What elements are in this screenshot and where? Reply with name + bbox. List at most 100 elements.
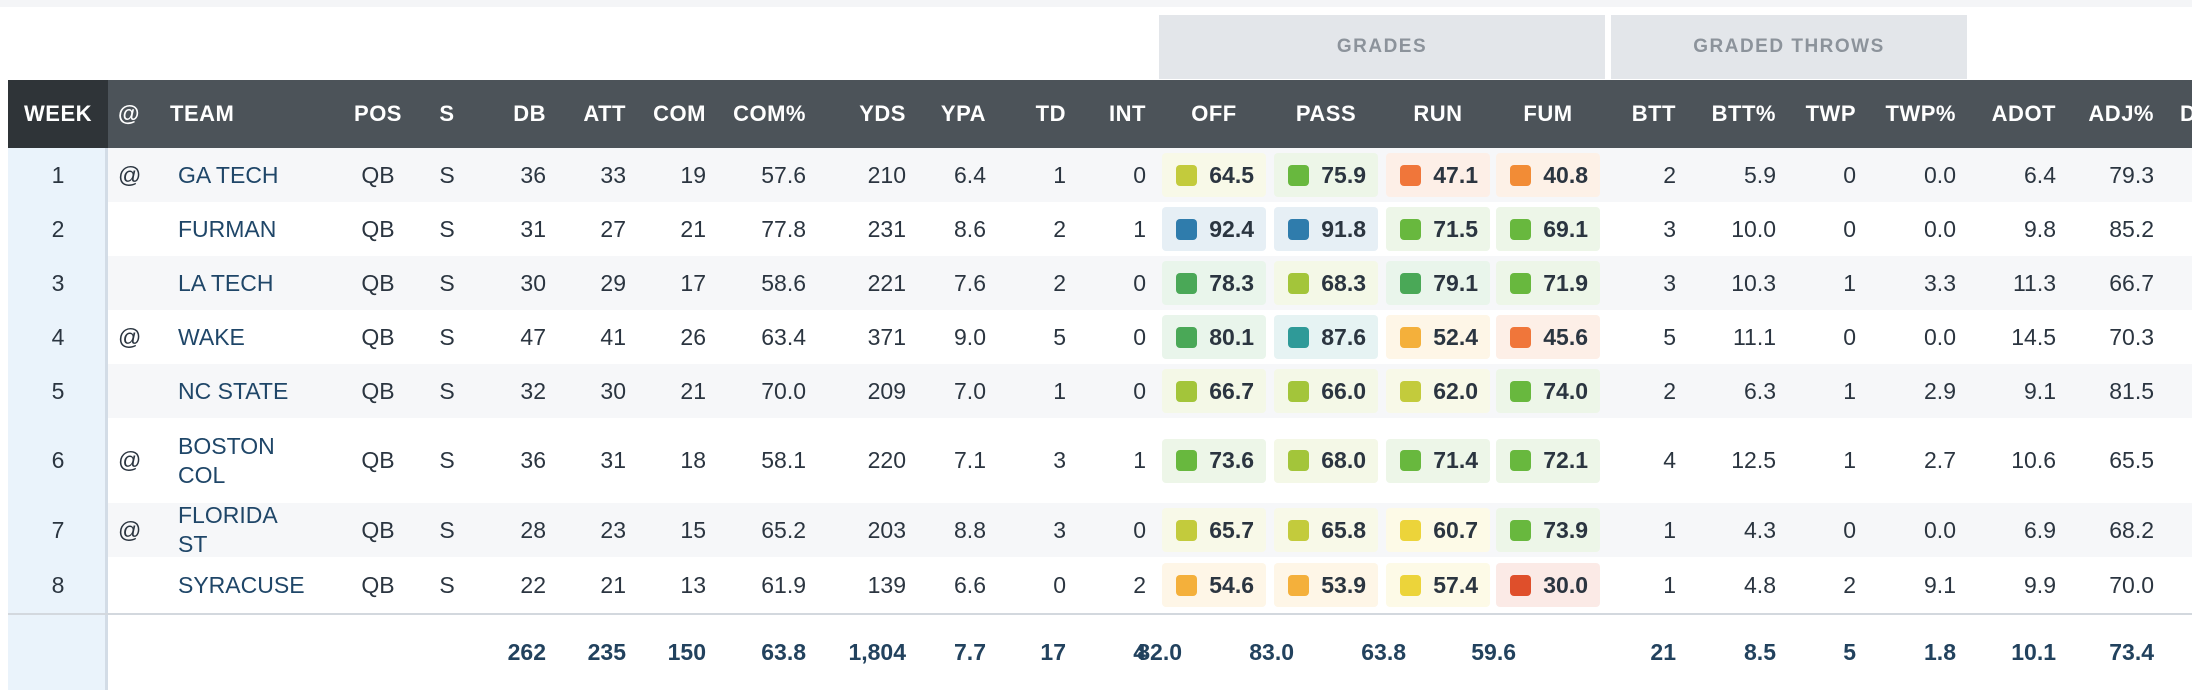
- stat-db: 47: [520, 323, 546, 350]
- week-cell: 3: [51, 269, 65, 296]
- team-link[interactable]: SYRACUSE: [178, 571, 305, 598]
- team-link[interactable]: FLORIDA ST: [178, 502, 277, 557]
- col-header-att[interactable]: ATT: [583, 101, 626, 126]
- stat-bttp: 4.3: [1744, 516, 1776, 543]
- col-header-team[interactable]: TEAM: [170, 101, 235, 126]
- stat-comp: 77.8: [761, 215, 806, 242]
- table-row[interactable]: [108, 503, 2192, 557]
- stat-bttp: 11.1: [1732, 323, 1776, 350]
- stat-adj: 65.5: [2109, 447, 2154, 473]
- col-header-adj-pct[interactable]: ADJ%: [2088, 101, 2154, 126]
- grade-swatch-icon: [1288, 164, 1309, 186]
- stat-ypa: 9.0: [954, 323, 986, 350]
- team-link[interactable]: FURMAN: [178, 215, 277, 242]
- stat-adj: 70.3: [2109, 323, 2154, 350]
- grade-swatch-icon: [1176, 450, 1197, 471]
- grade-fum: 30.0: [1496, 563, 1600, 607]
- grade-value: 57.4: [1433, 571, 1478, 598]
- team-link[interactable]: BOSTON COL: [178, 432, 275, 488]
- col-header-pos[interactable]: POS: [354, 101, 402, 126]
- col-header-com-pct[interactable]: COM%: [733, 101, 806, 126]
- stat-adot: 6.4: [2024, 161, 2056, 188]
- grade-value: 52.4: [1433, 323, 1478, 350]
- stat-bttp: 10.0: [1731, 215, 1776, 242]
- status-cell: S: [439, 516, 455, 543]
- stat-int: 1: [1133, 447, 1146, 473]
- stat-btt: 3: [1663, 269, 1676, 296]
- col-header-int[interactable]: INT: [1109, 101, 1146, 126]
- table-row[interactable]: [108, 148, 2192, 202]
- col-header-d[interactable]: D: [2180, 101, 2192, 126]
- position-cell: QB: [361, 215, 395, 242]
- grade-value: 60.7: [1433, 516, 1478, 543]
- status-cell: S: [439, 269, 455, 296]
- team-link[interactable]: WAKE: [178, 323, 245, 350]
- stat-twp: 2: [1843, 571, 1856, 598]
- stat-twpp: 0.0: [1924, 215, 1956, 242]
- grade-swatch-icon: [1288, 272, 1309, 294]
- stat-db: 22: [520, 571, 546, 598]
- week-header-bg: [8, 80, 108, 148]
- col-header-run[interactable]: RUN: [1413, 101, 1463, 126]
- grade-swatch-icon: [1400, 326, 1421, 348]
- grade-value: 62.0: [1433, 377, 1478, 404]
- grade-value: 30.0: [1543, 571, 1588, 598]
- col-header-fum[interactable]: FUM: [1523, 101, 1573, 126]
- stat-att: 23: [600, 516, 626, 543]
- col-header-btt[interactable]: BTT: [1631, 101, 1676, 126]
- grade-run: 71.4: [1386, 438, 1490, 483]
- col-header-pass[interactable]: PASS: [1295, 101, 1357, 126]
- grade-value: 71.4: [1433, 447, 1478, 473]
- col-header-s[interactable]: S: [439, 101, 455, 126]
- grade-pass: 53.9: [1274, 563, 1378, 607]
- grade-swatch-icon: [1400, 519, 1421, 541]
- stat-int: 0: [1133, 377, 1146, 404]
- stat-yds: 220: [867, 447, 906, 473]
- stat-yds: 139: [867, 571, 906, 598]
- total-ypa: 7.7: [954, 639, 986, 665]
- table-row[interactable]: [108, 364, 2192, 418]
- grade-off: 80.1: [1162, 315, 1266, 359]
- col-header-twp-pct[interactable]: TWP%: [1885, 101, 1956, 126]
- stat-com: 18: [680, 447, 706, 473]
- team-link[interactable]: LA TECH: [178, 269, 274, 296]
- stat-ypa: 8.6: [954, 215, 986, 242]
- stat-yds: 221: [867, 269, 906, 296]
- grade-swatch-icon: [1176, 380, 1197, 402]
- col-header-twp[interactable]: TWP: [1805, 101, 1856, 126]
- grade-value: 66.7: [1209, 377, 1254, 404]
- col-header-adot[interactable]: ADOT: [1991, 101, 2056, 126]
- table-row[interactable]: [108, 256, 2192, 310]
- stat-int: 0: [1133, 269, 1146, 296]
- stat-btt: 4: [1663, 447, 1676, 473]
- col-header-at[interactable]: @: [118, 101, 140, 126]
- stat-btt: 3: [1663, 215, 1676, 242]
- total-com: 150: [667, 639, 706, 665]
- col-header-db[interactable]: DB: [513, 101, 546, 126]
- col-header-week[interactable]: WEEK: [24, 101, 92, 126]
- stat-twp: 0: [1843, 516, 1856, 543]
- team-link[interactable]: NC STATE: [178, 377, 289, 404]
- grade-swatch-icon: [1288, 380, 1309, 402]
- stat-com: 15: [680, 516, 706, 543]
- col-header-off[interactable]: OFF: [1191, 101, 1237, 126]
- col-header-yds[interactable]: YDS: [859, 101, 906, 126]
- grade-swatch-icon: [1510, 450, 1531, 471]
- stat-td: 3: [1053, 516, 1066, 543]
- col-header-td[interactable]: TD: [1035, 101, 1066, 126]
- stat-adot: 11.3: [2012, 269, 2056, 296]
- col-header-ypa[interactable]: YPA: [940, 101, 986, 126]
- grade-off: 92.4: [1162, 207, 1266, 251]
- week-cell: 5: [51, 377, 65, 404]
- team-link[interactable]: GA TECH: [178, 161, 279, 188]
- grade-swatch-icon: [1400, 380, 1421, 402]
- total-comp: 63.8: [761, 639, 806, 665]
- position-cell: QB: [361, 323, 395, 350]
- grade-value: 65.7: [1209, 516, 1254, 543]
- total-twp: 5: [1843, 639, 1856, 665]
- col-header-btt-pct[interactable]: BTT%: [1711, 101, 1776, 126]
- stat-td: 0: [1053, 571, 1066, 598]
- col-header-com[interactable]: COM: [653, 101, 706, 126]
- stat-com: 21: [680, 377, 706, 404]
- stat-bttp: 6.3: [1744, 377, 1776, 404]
